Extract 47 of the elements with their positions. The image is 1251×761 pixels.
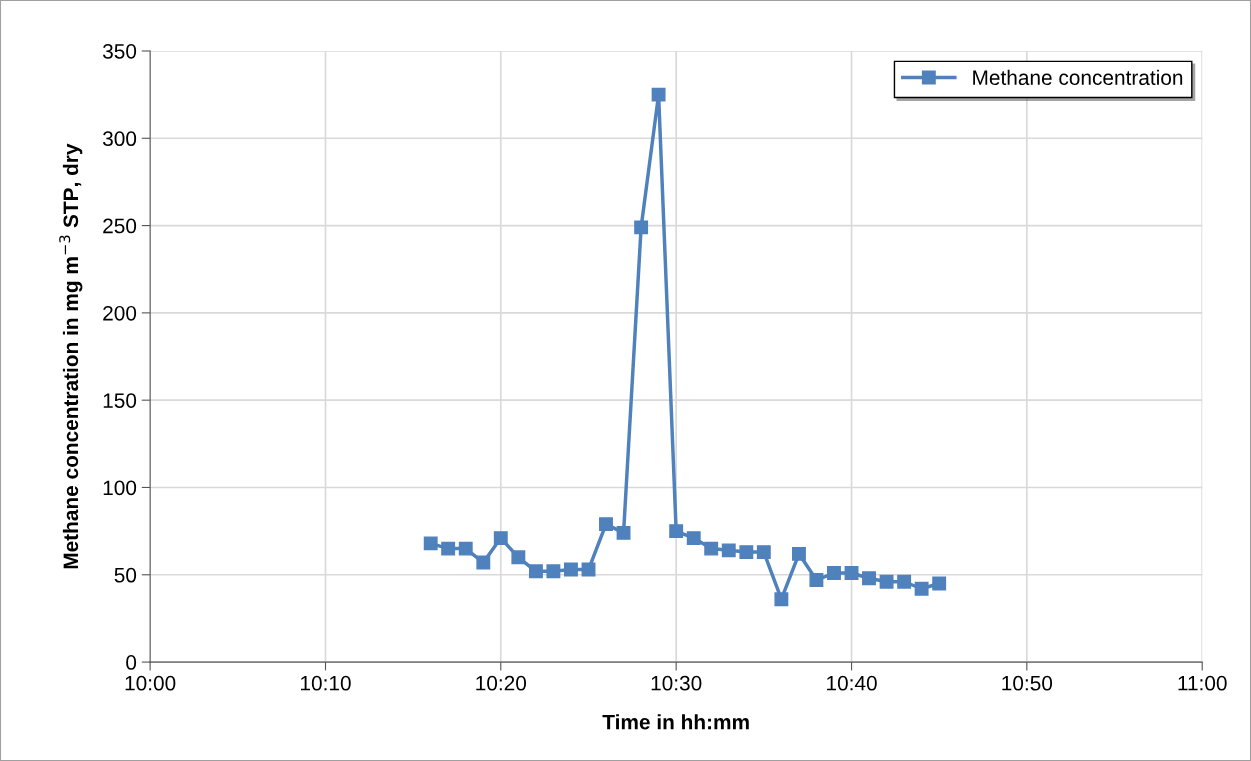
y-tick-label: 50	[114, 567, 137, 583]
point	[669, 524, 684, 539]
point	[441, 541, 456, 556]
y-tick-label: 150	[103, 393, 137, 408]
point	[721, 543, 736, 558]
y-tick-label: 350	[102, 43, 137, 59]
point	[458, 541, 473, 556]
x-tick-label: 10:30	[651, 675, 702, 691]
point	[704, 541, 719, 556]
point	[564, 562, 578, 577]
y-tick-label: 200	[103, 305, 137, 321]
point	[686, 531, 701, 546]
point	[897, 574, 912, 589]
y-axis-title: Methane concentration in mg m$^{−3}$ STP, dry	[59, 143, 83, 569]
x-tick-label: 10:50	[1002, 675, 1053, 691]
point	[932, 576, 947, 591]
point	[879, 574, 894, 589]
point	[844, 566, 859, 580]
point	[739, 545, 754, 560]
point	[616, 525, 631, 540]
point	[774, 592, 789, 607]
point	[476, 555, 491, 570]
point	[546, 564, 561, 579]
point	[634, 220, 649, 235]
point	[914, 581, 929, 596]
point	[827, 566, 841, 580]
y-tick-label: 100	[103, 480, 137, 496]
legend-label: Methane concentration	[973, 69, 1183, 86]
point	[862, 571, 876, 586]
point	[651, 87, 666, 102]
x-axis-title: Time in hh:mm	[602, 714, 749, 730]
point	[756, 545, 771, 560]
x-tick-label: 10:00	[125, 675, 176, 691]
point	[599, 517, 613, 532]
x-tick-label: 11:00	[1178, 675, 1227, 691]
point	[493, 531, 508, 546]
y-tick-label: 0	[126, 655, 137, 670]
point	[423, 536, 438, 551]
point	[809, 573, 824, 587]
x-tick-label: 10:10	[301, 675, 351, 691]
point	[511, 550, 526, 565]
y-tick-label: 250	[103, 218, 137, 234]
point	[791, 546, 806, 561]
x-tick-label: 10:40	[827, 675, 877, 691]
y-tick-label: 300	[102, 131, 137, 147]
point	[528, 564, 543, 579]
x-tick-label: 10:20	[476, 675, 527, 691]
